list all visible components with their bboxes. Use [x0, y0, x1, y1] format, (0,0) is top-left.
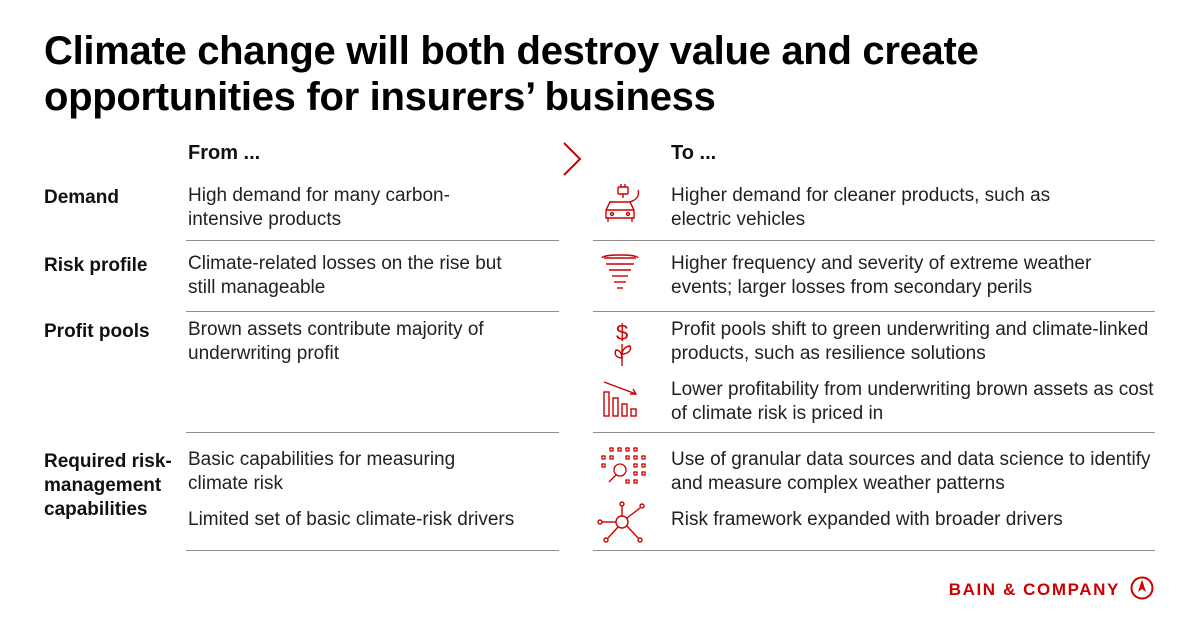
to-text-risk-management-2: Risk framework expanded with broader dri… — [671, 509, 1063, 530]
from-text-risk-management: Basic capabilities for measuring climate… — [188, 449, 456, 494]
row-divider — [186, 550, 559, 551]
chevron-right-icon — [560, 140, 586, 178]
tornado-icon — [596, 252, 648, 296]
row-divider — [186, 240, 559, 241]
to-header: To ... — [671, 142, 717, 164]
row-divider — [593, 432, 1155, 433]
from-header: From ... — [188, 142, 261, 164]
svg-text:$: $ — [616, 320, 628, 345]
row-divider — [186, 432, 559, 433]
brand-name: BAIN & COMPANY — [948, 580, 1120, 599]
to-text-risk-management: Use of granular data sources and data sc… — [671, 449, 1151, 494]
row-label-risk-management: Required risk-management capabilities — [44, 451, 172, 520]
row-label-profit-pools: Profit pools — [44, 321, 150, 342]
electric-car-icon — [596, 184, 648, 228]
row-divider — [186, 311, 559, 312]
row-label-demand: Demand — [44, 187, 119, 208]
row-divider — [593, 550, 1155, 551]
compass-icon — [1130, 576, 1154, 605]
dollar-sprout-icon: $ — [596, 318, 648, 368]
to-text-demand: Higher demand for cleaner products, such… — [671, 185, 1051, 230]
data-magnifier-icon — [596, 446, 648, 490]
from-text-demand: High demand for many carbon-intensive pr… — [188, 185, 450, 230]
row-label-risk-profile: Risk profile — [44, 255, 148, 276]
page-title: Climate change will both destroy value a… — [44, 29, 979, 119]
declining-bars-icon — [596, 378, 648, 422]
to-text-risk-profile: Higher frequency and severity of extreme… — [671, 253, 1092, 298]
row-divider — [593, 240, 1155, 241]
from-text-risk-management-2: Limited set of basic climate-risk driver… — [188, 509, 515, 530]
to-text-profit-pools: Profit pools shift to green underwriting… — [671, 319, 1149, 364]
from-text-risk-profile: Climate-related losses on the rise but s… — [188, 253, 502, 298]
from-text-profit-pools: Brown assets contribute majority of unde… — [188, 319, 484, 364]
network-hub-icon — [596, 500, 648, 548]
to-text-profit-pools-2: Lower profitability from underwriting br… — [671, 379, 1154, 424]
row-divider — [593, 311, 1155, 312]
brand-logo: BAIN & COMPANY — [949, 576, 1154, 604]
